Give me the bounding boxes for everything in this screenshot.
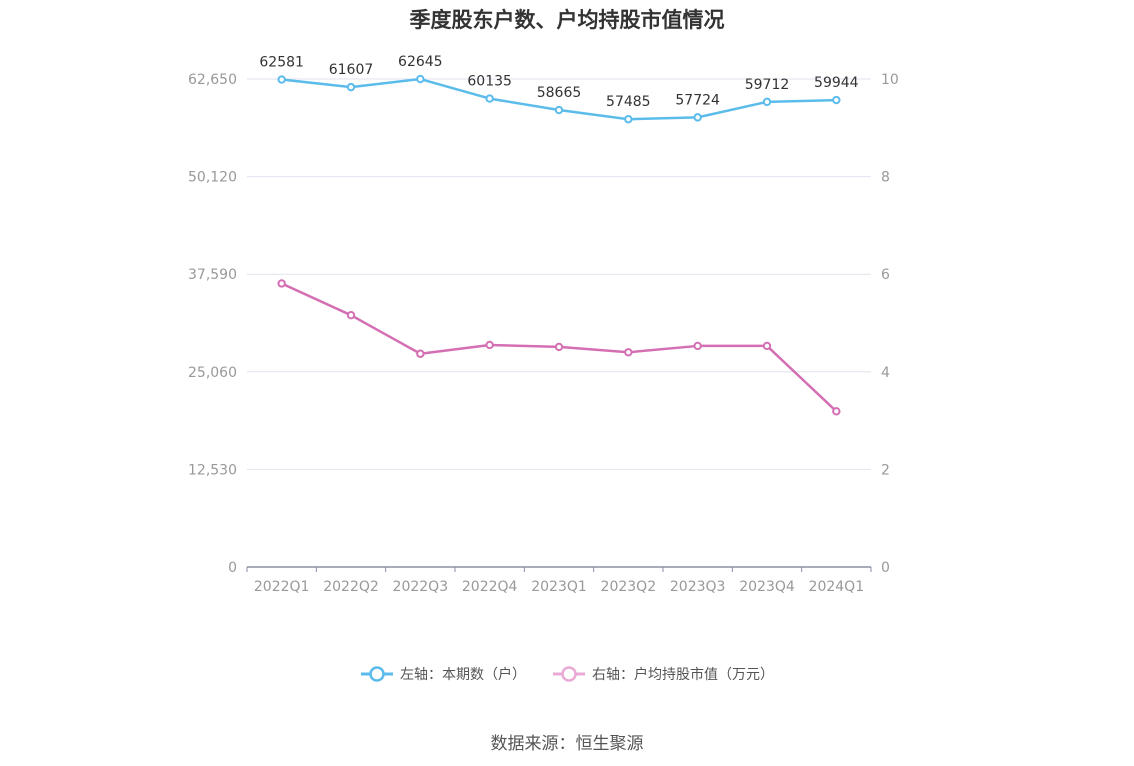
right-tick-label: 2 bbox=[881, 462, 890, 478]
x-tick-label: 2022Q3 bbox=[393, 579, 449, 595]
data-point bbox=[416, 74, 425, 84]
data-point bbox=[832, 95, 841, 105]
x-tick-label: 2023Q4 bbox=[739, 579, 795, 595]
data-label: 62645 bbox=[398, 54, 443, 70]
data-point bbox=[554, 342, 564, 352]
data-label: 61607 bbox=[329, 62, 374, 78]
data-point bbox=[277, 75, 286, 84]
data-point bbox=[832, 407, 841, 416]
right-axis-ticks: 0 2 4 6 8 10 bbox=[881, 72, 899, 576]
data-point bbox=[624, 115, 633, 124]
data-point bbox=[762, 97, 772, 107]
legend-item-right-axis[interactable]: 右轴：户均持股市值（万元） bbox=[552, 664, 774, 684]
series-left: 62581 61607 62645 60135 58665 57485 57724 59712… bbox=[259, 54, 859, 124]
legend-item-left-axis[interactable]: 左轴：本期数（户） bbox=[360, 664, 526, 684]
series-layer: 62581 61607 62645 60135 58665 57485 57724 59712… bbox=[259, 54, 859, 416]
left-tick-label: 62,650 bbox=[188, 72, 237, 88]
x-tick-label: 2022Q1 bbox=[254, 579, 310, 595]
data-label: 59712 bbox=[745, 77, 790, 93]
right-tick-label: 6 bbox=[881, 267, 890, 283]
chart-title: 季度股东户数、户均持股市值情况 bbox=[409, 8, 725, 32]
x-tick-label: 2023Q3 bbox=[670, 579, 726, 595]
x-tick-label: 2022Q4 bbox=[462, 579, 518, 595]
x-tick-label: 2023Q2 bbox=[601, 579, 657, 595]
data-point bbox=[346, 82, 356, 92]
series-right bbox=[277, 279, 841, 416]
x-axis: 2022Q1 2022Q2 2022Q3 2022Q4 2023Q1 2023Q2 2023… bbox=[246, 566, 872, 595]
right-tick-label: 8 bbox=[881, 170, 890, 186]
data-point bbox=[485, 94, 494, 103]
data-label: 60135 bbox=[467, 74, 512, 90]
data-label: 59944 bbox=[814, 75, 859, 91]
data-source: 数据来源：恒生聚源 bbox=[490, 734, 644, 754]
data-label: 57485 bbox=[606, 94, 651, 110]
grid-lines bbox=[247, 78, 871, 470]
x-tick-label: 2022Q2 bbox=[323, 579, 379, 595]
x-tick-label: 2024Q1 bbox=[809, 579, 865, 595]
left-tick-label: 25,060 bbox=[188, 365, 237, 381]
data-point bbox=[346, 310, 356, 320]
legend-label-left: 左轴：本期数（户） bbox=[400, 667, 526, 683]
legend-label-right: 右轴：户均持股市值（万元） bbox=[592, 667, 774, 683]
data-label: 57724 bbox=[675, 92, 720, 108]
left-tick-label: 0 bbox=[228, 560, 237, 576]
left-axis-ticks: 0 12,530 25,060 37,590 50,120 62,650 bbox=[188, 72, 237, 576]
data-label: 62581 bbox=[259, 55, 304, 71]
data-point bbox=[416, 349, 425, 358]
right-tick-label: 4 bbox=[881, 365, 890, 381]
data-point bbox=[693, 113, 702, 122]
legend-swatch-left-icon bbox=[361, 666, 393, 682]
data-point bbox=[277, 279, 286, 288]
x-tick-label: 2023Q1 bbox=[531, 579, 587, 595]
left-tick-label: 50,120 bbox=[188, 170, 237, 186]
data-label: 58665 bbox=[537, 85, 582, 101]
right-tick-label: 0 bbox=[881, 560, 890, 576]
right-tick-label: 10 bbox=[881, 72, 899, 88]
data-point bbox=[554, 105, 564, 115]
data-point bbox=[762, 341, 772, 351]
left-tick-label: 37,590 bbox=[188, 267, 237, 283]
data-point bbox=[624, 348, 633, 357]
data-point bbox=[485, 340, 494, 350]
legend: 左轴：本期数（户） 右轴：户均持股市值（万元） bbox=[0, 664, 1134, 684]
data-point bbox=[693, 341, 702, 351]
legend-swatch-right-icon bbox=[553, 666, 585, 682]
left-tick-label: 12,530 bbox=[188, 462, 237, 478]
